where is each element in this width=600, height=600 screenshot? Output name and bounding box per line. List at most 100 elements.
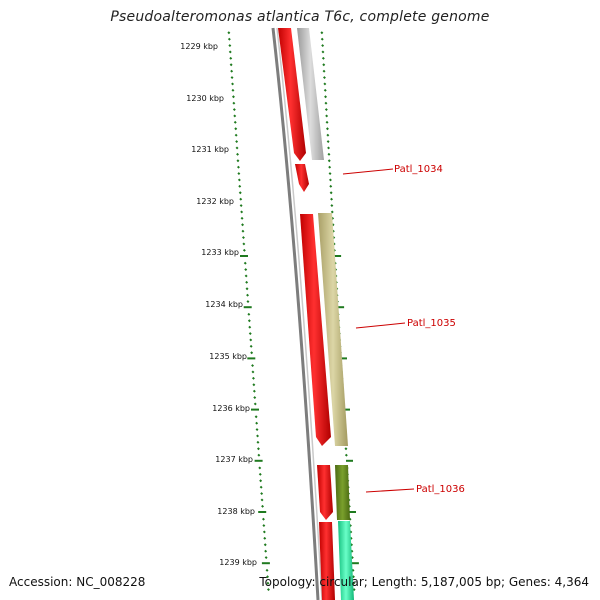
gene-label-patl-1034[interactable]: Patl_1034 (394, 164, 443, 175)
scale-label: 1232 kbp (196, 197, 234, 206)
ruler-minor-tick (230, 69, 234, 73)
ruler-minor-tick (242, 242, 246, 246)
genome-backbone (271, 27, 320, 600)
ruler-minor-tick (264, 556, 268, 560)
ruler-minor-tick (238, 191, 242, 195)
ruler-minor-tick (252, 383, 256, 387)
ruler-minor-tick (324, 101, 328, 105)
ruler-minor-tick (261, 517, 265, 521)
ruler-minor-tick (260, 498, 264, 502)
ruler-minor-tick (327, 152, 331, 156)
ruler-minor-tick (323, 82, 327, 86)
ruler-minor-tick (329, 191, 333, 195)
ruler-minor-tick (251, 370, 255, 374)
ruler-minor-tick (256, 434, 260, 438)
ruler-minor-tick (248, 325, 252, 329)
ruler-minor-tick (236, 159, 240, 163)
ruler-minor-tick (258, 466, 262, 470)
ruler-minor-tick (232, 101, 236, 105)
ruler-minor-tick (238, 184, 242, 188)
scale-label: 1236 kbp (212, 404, 250, 413)
ruler-minor-tick (233, 114, 237, 118)
ruler-minor-tick (258, 472, 262, 476)
ruler-minor-tick (261, 504, 265, 508)
scale-label: 1237 kbp (215, 455, 253, 464)
ruler-minor-tick (330, 197, 334, 201)
gene-label-patl-1036[interactable]: Patl_1036 (416, 484, 465, 495)
ruler-minor-tick (255, 421, 259, 425)
ruler-minor-tick (259, 479, 263, 483)
ruler-minor-tick (239, 204, 243, 208)
ruler-minor-tick (248, 332, 252, 336)
ruler-minor-tick (235, 140, 239, 144)
ruler-minor-tick (325, 114, 329, 118)
ruler-minor-tick (326, 140, 330, 144)
ruler-minor-tick (328, 165, 332, 169)
ruler-minor-tick (228, 50, 232, 54)
ruler-minor-tick (266, 581, 270, 585)
gene-features (278, 28, 354, 600)
ruler-minor-tick (320, 37, 324, 41)
ruler-minor-tick (265, 568, 269, 572)
forward-gene-bottom (319, 522, 335, 600)
ruler-minor-tick (241, 236, 245, 240)
ruler-minor-tick (241, 229, 245, 233)
ruler-minor-tick (227, 37, 231, 41)
ruler-minor-tick (327, 159, 331, 163)
gene-label-patl-1035[interactable]: Patl_1035 (407, 318, 456, 329)
ruler-minor-tick (229, 63, 233, 67)
ruler-minor-tick (250, 351, 254, 355)
genome-summary-text: Topology: circular; Length: 5,187,005 bp… (259, 575, 589, 589)
ruler-minor-tick (352, 588, 356, 592)
ruler-minor-tick (253, 396, 257, 400)
map-title: Pseudoalteromonas atlantica T6c, complet… (110, 9, 490, 25)
olive-feature-patl-1036 (335, 465, 350, 520)
ruler-minor-tick (326, 133, 330, 137)
ruler-minor-tick (266, 588, 270, 592)
khaki-feature-patl-1035 (318, 213, 348, 446)
ruler-minor-tick (322, 76, 326, 80)
ruler-minor-tick (350, 556, 354, 560)
ruler-minor-tick (351, 568, 355, 572)
ruler-minor-tick (247, 312, 251, 316)
ruler-minor-tick (321, 44, 325, 48)
ruler-minor-tick (237, 172, 241, 176)
scale-label: 1239 kbp (219, 558, 257, 567)
ruler-minor-tick (236, 152, 240, 156)
ruler-minor-tick (328, 172, 332, 176)
leader-patl-1035 (355, 322, 406, 329)
ruler-minor-tick (252, 389, 256, 393)
ruler-minor-tick (256, 447, 260, 451)
ruler-minor-tick (263, 543, 267, 547)
ruler-minor-tick (256, 440, 260, 444)
scale-labels: 1229 kbp 1230 kbp 1231 kbp 1232 kbp 1233… (180, 42, 257, 567)
ruler-minor-tick (244, 268, 248, 272)
scale-label: 1234 kbp (205, 300, 243, 309)
ruler-minor-tick (234, 133, 238, 137)
ruler-minor-tick (240, 210, 244, 214)
ruler-minor-tick (259, 485, 263, 489)
scale-label: 1231 kbp (191, 145, 229, 154)
ruler-minor-tick (244, 274, 248, 278)
ruler-minor-tick (231, 88, 235, 92)
ruler-minor-tick (325, 120, 329, 124)
accession-text: Accession: NC_008228 (9, 575, 146, 589)
ruler-minor-tick (234, 127, 238, 131)
ruler-minor-tick (344, 453, 348, 457)
ruler-minor-tick (231, 82, 235, 86)
green-feature-downstream (338, 521, 354, 600)
ruler-minor-tick (251, 364, 255, 368)
forward-gene-patl-1036 (317, 465, 333, 520)
gene-label-leaders (342, 168, 415, 493)
ruler-minor-tick (246, 293, 250, 297)
forward-gene-red-mid (300, 214, 331, 446)
ruler-minor-tick (344, 447, 348, 451)
ruler-minor-tick (255, 428, 259, 432)
ruler-minor-tick (227, 31, 231, 35)
ruler-minor-tick (242, 248, 246, 252)
ruler-minor-tick (249, 338, 253, 342)
ruler-minor-tick (327, 146, 331, 150)
ruler-minor-tick (240, 216, 244, 220)
ruler-minor-tick (330, 204, 334, 208)
genome-backbone-inner (276, 27, 323, 600)
